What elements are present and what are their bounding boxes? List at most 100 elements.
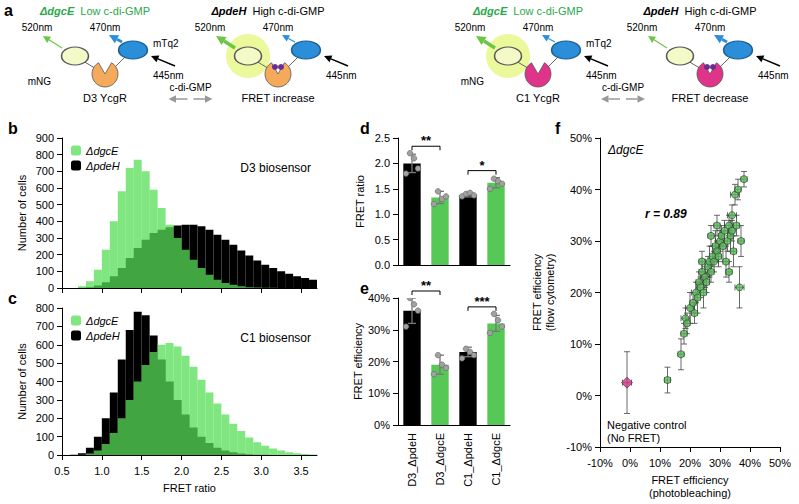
svg-text:40%: 40% — [570, 184, 592, 196]
svg-text:20%: 20% — [679, 457, 701, 469]
svg-text:10%: 10% — [368, 387, 390, 399]
svg-text:470nm: 470nm — [695, 22, 726, 33]
svg-text:445nm: 445nm — [758, 70, 789, 81]
svg-text:Low c-di-GMP: Low c-di-GMP — [513, 5, 583, 17]
svg-text:520nm: 520nm — [195, 22, 226, 33]
svg-text:10%: 10% — [649, 457, 671, 469]
svg-text:ΔpdeH: ΔpdeH — [210, 5, 247, 17]
svg-text:30%: 30% — [368, 324, 390, 336]
svg-text:2.0: 2.0 — [375, 157, 390, 169]
svg-text:1.5: 1.5 — [375, 183, 390, 195]
svg-text:Number of cells: Number of cells — [16, 174, 28, 251]
svg-text:ΔpdeH: ΔpdeH — [85, 330, 120, 342]
svg-text:600: 600 — [36, 182, 54, 194]
svg-text:30%: 30% — [570, 235, 592, 247]
svg-text:(flow cytometry): (flow cytometry) — [544, 254, 556, 332]
svg-text:2.0: 2.0 — [174, 465, 189, 477]
svg-text:-10%: -10% — [566, 441, 592, 453]
svg-text:ΔdgcE: ΔdgcE — [607, 143, 644, 157]
svg-text:0: 0 — [48, 282, 54, 294]
svg-text:700: 700 — [36, 320, 54, 332]
svg-text:500: 500 — [36, 357, 54, 369]
svg-text:f: f — [555, 120, 561, 137]
svg-text:e: e — [360, 280, 369, 297]
svg-text:D3 biosensor: D3 biosensor — [240, 161, 311, 175]
svg-text:a: a — [4, 2, 13, 19]
svg-text:500: 500 — [36, 199, 54, 211]
svg-text:c-di-GMP: c-di-GMP — [169, 82, 212, 93]
svg-text:D3_ΔdgcE: D3_ΔdgcE — [434, 433, 446, 486]
svg-text:0%: 0% — [622, 457, 638, 469]
svg-text:200: 200 — [36, 249, 54, 261]
svg-text:20%: 20% — [570, 287, 592, 299]
svg-text:ΔdgcE: ΔdgcE — [85, 315, 119, 327]
svg-text:0.0: 0.0 — [375, 259, 390, 271]
svg-text:Number of cells: Number of cells — [16, 343, 28, 420]
svg-text:FRET increase: FRET increase — [241, 92, 314, 104]
svg-text:10%: 10% — [570, 338, 592, 350]
svg-text:300: 300 — [36, 394, 54, 406]
svg-text:40%: 40% — [368, 292, 390, 304]
svg-text:High c-di-GMP: High c-di-GMP — [684, 5, 756, 17]
svg-text:20%: 20% — [368, 356, 390, 368]
svg-text:***: *** — [474, 294, 490, 309]
svg-text:ΔpdeH: ΔpdeH — [85, 160, 120, 172]
svg-text:2.5: 2.5 — [214, 465, 229, 477]
svg-text:**: ** — [421, 133, 432, 148]
svg-text:445nm: 445nm — [326, 70, 357, 81]
svg-text:2.5: 2.5 — [375, 132, 390, 144]
svg-text:FRET ratio: FRET ratio — [354, 175, 366, 228]
svg-text:High c-di-GMP: High c-di-GMP — [252, 5, 324, 17]
svg-text:50%: 50% — [570, 132, 592, 144]
svg-text:40%: 40% — [739, 457, 761, 469]
svg-text:C1_ΔdgcE: C1_ΔdgcE — [490, 433, 502, 486]
svg-text:100: 100 — [36, 431, 54, 443]
svg-text:mTq2: mTq2 — [586, 38, 612, 49]
svg-text:445nm: 445nm — [586, 70, 617, 81]
svg-text:30%: 30% — [709, 457, 731, 469]
svg-text:mNG: mNG — [461, 76, 485, 87]
svg-text:3.5: 3.5 — [293, 465, 308, 477]
svg-text:(No FRET): (No FRET) — [607, 432, 660, 444]
svg-text:400: 400 — [36, 376, 54, 388]
svg-text:D3 YcgR: D3 YcgR — [83, 92, 127, 104]
svg-text:FRET decrease: FRET decrease — [672, 92, 749, 104]
svg-text:200: 200 — [36, 412, 54, 424]
svg-text:0: 0 — [48, 449, 54, 461]
svg-text:900: 900 — [36, 132, 54, 144]
svg-text:FRET efficiency: FRET efficiency — [531, 253, 543, 331]
svg-text:ΔdgcE: ΔdgcE — [39, 5, 75, 17]
svg-text:0%: 0% — [374, 419, 390, 431]
svg-text:600: 600 — [36, 339, 54, 351]
svg-text:445nm: 445nm — [153, 70, 184, 81]
svg-text:FRET ratio: FRET ratio — [163, 482, 216, 494]
svg-text:c-di-GMP: c-di-GMP — [602, 82, 645, 93]
svg-text:520nm: 520nm — [455, 22, 486, 33]
svg-text:100: 100 — [36, 265, 54, 277]
svg-text:d: d — [360, 120, 370, 137]
svg-text:1.0: 1.0 — [94, 465, 109, 477]
svg-text:700: 700 — [36, 165, 54, 177]
svg-text:(photobleaching): (photobleaching) — [649, 487, 731, 499]
svg-text:**: ** — [421, 278, 432, 293]
svg-text:470nm: 470nm — [523, 22, 554, 33]
svg-text:470nm: 470nm — [90, 22, 121, 33]
svg-text:0.5: 0.5 — [54, 465, 69, 477]
svg-text:0%: 0% — [576, 390, 592, 402]
svg-text:50%: 50% — [769, 457, 791, 469]
svg-text:520nm: 520nm — [627, 22, 658, 33]
svg-text:mTq2: mTq2 — [153, 38, 179, 49]
svg-text:c: c — [8, 290, 17, 307]
svg-text:ΔpdeH: ΔpdeH — [642, 5, 679, 17]
svg-text:1.0: 1.0 — [375, 208, 390, 220]
svg-text:ΔdgcE: ΔdgcE — [85, 145, 119, 157]
svg-text:520nm: 520nm — [22, 22, 53, 33]
svg-text:D3_ΔpdeH: D3_ΔpdeH — [406, 433, 418, 487]
svg-text:1.5: 1.5 — [134, 465, 149, 477]
svg-text:mNG: mNG — [28, 76, 52, 87]
svg-text:C1 YcgR: C1 YcgR — [516, 92, 560, 104]
svg-text:3.0: 3.0 — [254, 465, 269, 477]
svg-text:C1 biosensor: C1 biosensor — [240, 331, 311, 345]
svg-text:-10%: -10% — [587, 457, 613, 469]
svg-text:Negative control: Negative control — [607, 419, 687, 431]
